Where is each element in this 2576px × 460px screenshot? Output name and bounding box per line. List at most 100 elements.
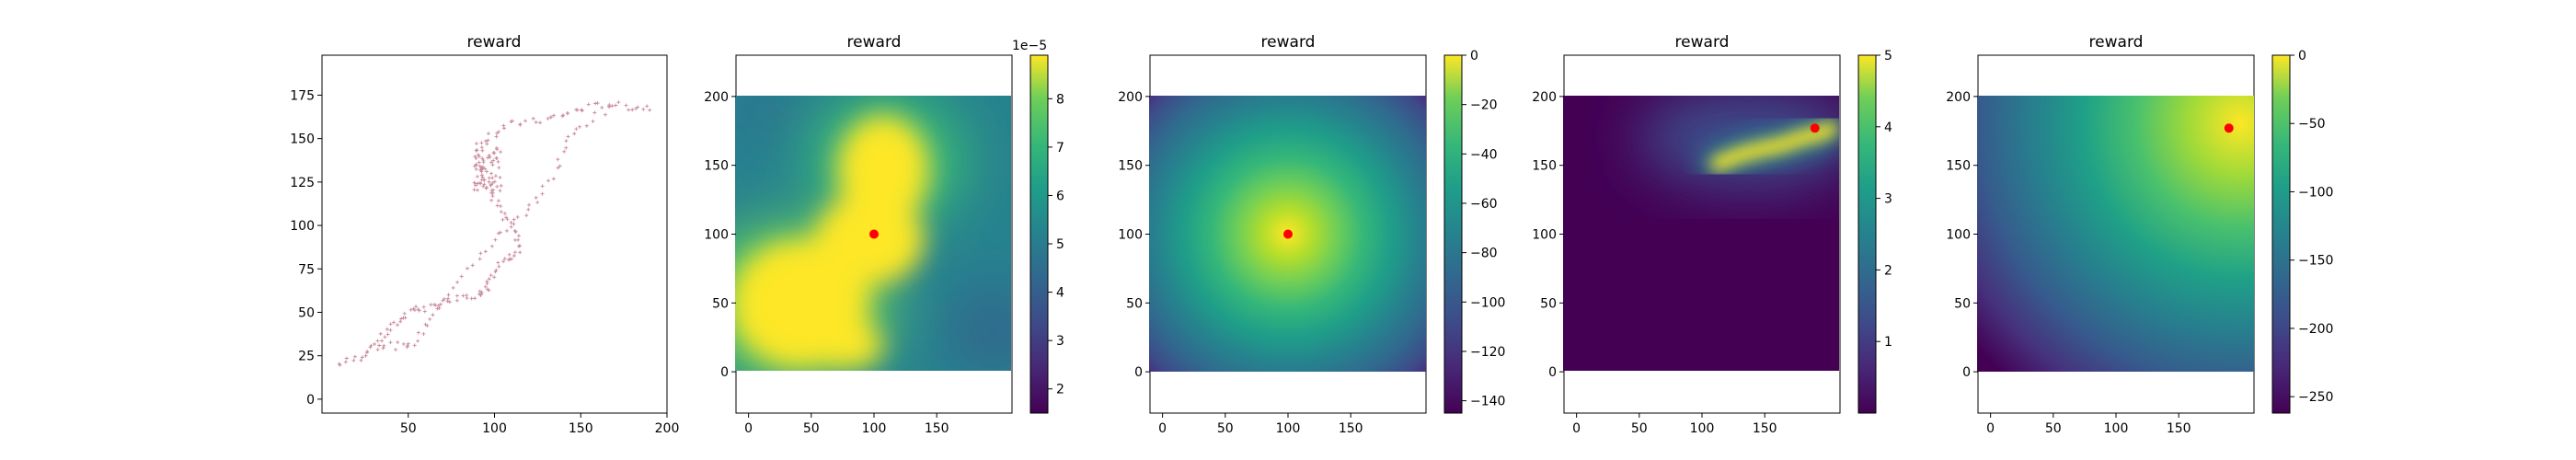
colorbar-tick-label: 6	[1056, 189, 1064, 203]
y-tick-label: 150	[704, 159, 729, 174]
path-point	[509, 220, 513, 224]
path-point	[459, 274, 464, 279]
x-tick-label: 0	[744, 421, 753, 436]
path-point	[385, 332, 390, 337]
path-point	[580, 109, 584, 113]
cluster-point	[474, 163, 478, 167]
path-point	[586, 102, 591, 107]
cluster-point	[476, 188, 480, 192]
y-tick-label: 25	[298, 350, 315, 364]
panel-2-colorbar-ticks: 2 3 4 5 6 7 8	[1048, 92, 1064, 397]
cluster-point	[475, 174, 479, 178]
path-point	[556, 166, 560, 170]
path-point	[454, 298, 459, 303]
colorbar-tick-label: −50	[2298, 117, 2326, 132]
cluster-point	[481, 160, 486, 165]
path-point	[373, 342, 377, 347]
x-tick-label: 50	[1631, 421, 1648, 436]
path-point	[592, 110, 597, 115]
path-point	[499, 204, 503, 209]
path-point	[477, 289, 482, 293]
path-point	[375, 348, 380, 352]
cluster-point	[485, 169, 489, 174]
colorbar-tick-label: 4	[1056, 286, 1064, 301]
cluster-point	[478, 167, 483, 172]
panel-5-heatmap	[1977, 96, 2254, 372]
path-point	[363, 353, 368, 358]
colorbar-tick-label: 4	[1884, 121, 1892, 135]
cluster-point	[480, 175, 485, 179]
path-point	[498, 230, 502, 235]
panel-2-x-ticks: 0 50 100 150	[744, 413, 949, 436]
y-tick-label: 0	[306, 393, 315, 408]
path-point	[595, 101, 600, 106]
path-point	[489, 244, 494, 248]
path-point	[483, 284, 488, 289]
path-point	[490, 194, 495, 199]
path-point	[504, 228, 509, 233]
colorbar-tick-label: 0	[1470, 49, 1478, 63]
panel-1-axes	[321, 54, 668, 414]
path-point	[572, 132, 577, 136]
path-point	[501, 123, 506, 128]
y-tick-label: 150	[1532, 159, 1557, 174]
path-point	[388, 322, 393, 327]
path-point	[591, 119, 595, 123]
panel-3-colorbar-ticks: 0 −20 −40 −60 −80 −100 −120 −140	[1462, 49, 1505, 409]
path-point	[500, 217, 505, 222]
path-point	[496, 199, 500, 203]
x-tick-label: 150	[569, 421, 593, 436]
path-point	[385, 327, 389, 331]
path-point	[487, 179, 491, 184]
cluster-point	[477, 155, 481, 159]
path-point	[496, 231, 500, 236]
path-point	[344, 356, 349, 361]
panel-4: reward 0 50 100 150 0 50 100 150 200 1 2 3 4 5	[1532, 33, 1892, 436]
y-tick-label: 0	[1134, 365, 1143, 380]
path-point	[461, 293, 466, 298]
path-point	[394, 348, 398, 352]
cluster-point	[491, 158, 496, 163]
y-tick-label: 75	[298, 262, 315, 277]
path-point	[489, 273, 493, 278]
path-point	[359, 358, 363, 362]
path-point	[575, 108, 580, 112]
cluster-point	[491, 151, 496, 155]
path-point	[624, 103, 628, 108]
colorbar-tick-label: −140	[1470, 395, 1505, 409]
cluster-point	[490, 163, 495, 167]
path-point	[429, 303, 433, 307]
path-point	[474, 142, 478, 146]
panel-5-x-ticks: 0 50 100 150	[1986, 413, 2191, 436]
path-point	[616, 100, 621, 105]
path-point	[502, 212, 507, 216]
path-point	[551, 177, 556, 181]
path-point	[382, 343, 386, 348]
path-point	[527, 202, 531, 207]
path-point	[483, 249, 488, 254]
path-point	[535, 200, 540, 204]
x-tick-label: 0	[1572, 421, 1581, 436]
cluster-point	[496, 159, 500, 164]
path-point	[512, 254, 516, 259]
path-point	[523, 119, 528, 123]
cluster-point	[499, 183, 503, 188]
cluster-point	[473, 183, 477, 188]
path-point	[506, 258, 511, 262]
path-point	[416, 339, 420, 343]
cluster-point	[499, 150, 503, 155]
y-tick-label: 150	[1946, 159, 1971, 174]
path-point	[477, 160, 481, 165]
path-point	[593, 101, 598, 106]
y-tick-label: 200	[1118, 90, 1143, 105]
y-tick-label: 100	[1118, 228, 1143, 243]
path-point	[485, 185, 489, 190]
colorbar-tick-label: −100	[2298, 185, 2333, 200]
cluster-point	[498, 189, 502, 193]
colorbar-tick-label: 0	[2298, 49, 2306, 63]
path-point	[645, 104, 650, 109]
x-tick-label: 150	[2167, 421, 2191, 436]
x-tick-label: 50	[803, 421, 820, 436]
cluster-point	[473, 155, 477, 159]
path-point	[496, 260, 500, 265]
